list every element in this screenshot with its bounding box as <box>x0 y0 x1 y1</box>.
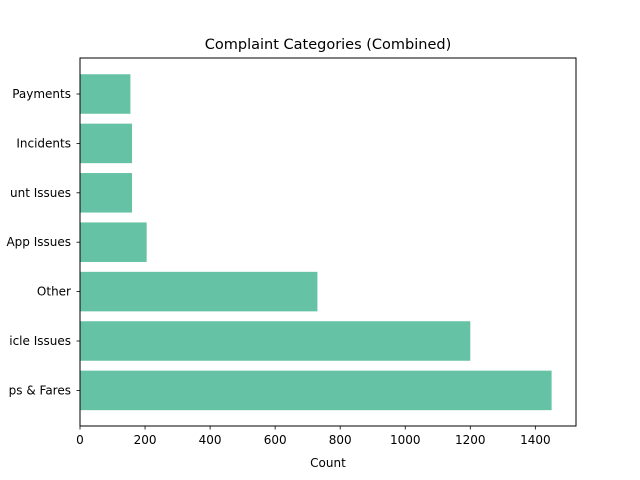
y-tick-label: unt Issues <box>10 186 71 200</box>
bar-other <box>80 271 318 312</box>
x-tick-label: 400 <box>199 433 222 447</box>
bar-account-issues <box>80 173 133 213</box>
y-tick-label: ps & Fares <box>9 383 71 397</box>
bar-incidents <box>80 123 133 164</box>
bar-vehicle-issues <box>80 321 471 361</box>
y-tick-label: App Issues <box>6 235 71 249</box>
bar-app-issues <box>80 222 147 262</box>
x-tick-label: 200 <box>134 433 157 447</box>
x-axis-label: Count <box>310 456 346 470</box>
y-tick-label: Incidents <box>16 136 71 150</box>
bar-trips-fares <box>80 370 552 411</box>
plot-frame <box>79 57 577 427</box>
y-tick-label: Other <box>37 285 71 299</box>
chart-title: Complaint Categories (Combined) <box>205 37 452 53</box>
y-axis-ticks: ps & Fares icle Issues Other App Issues unt … <box>6 87 80 397</box>
x-tick-label: 800 <box>329 433 352 447</box>
bar-payments <box>80 74 131 114</box>
x-tick-label: 1400 <box>520 433 551 447</box>
bars-group <box>80 74 552 411</box>
x-axis-ticks: 0 200 400 600 800 1000 1200 1400 <box>76 426 551 447</box>
x-tick-label: 0 <box>76 433 84 447</box>
y-tick-label: icle Issues <box>9 334 71 348</box>
x-tick-label: 600 <box>264 433 287 447</box>
x-tick-label: 1000 <box>390 433 421 447</box>
x-tick-label: 1200 <box>455 433 486 447</box>
y-tick-label: Payments <box>12 87 71 101</box>
